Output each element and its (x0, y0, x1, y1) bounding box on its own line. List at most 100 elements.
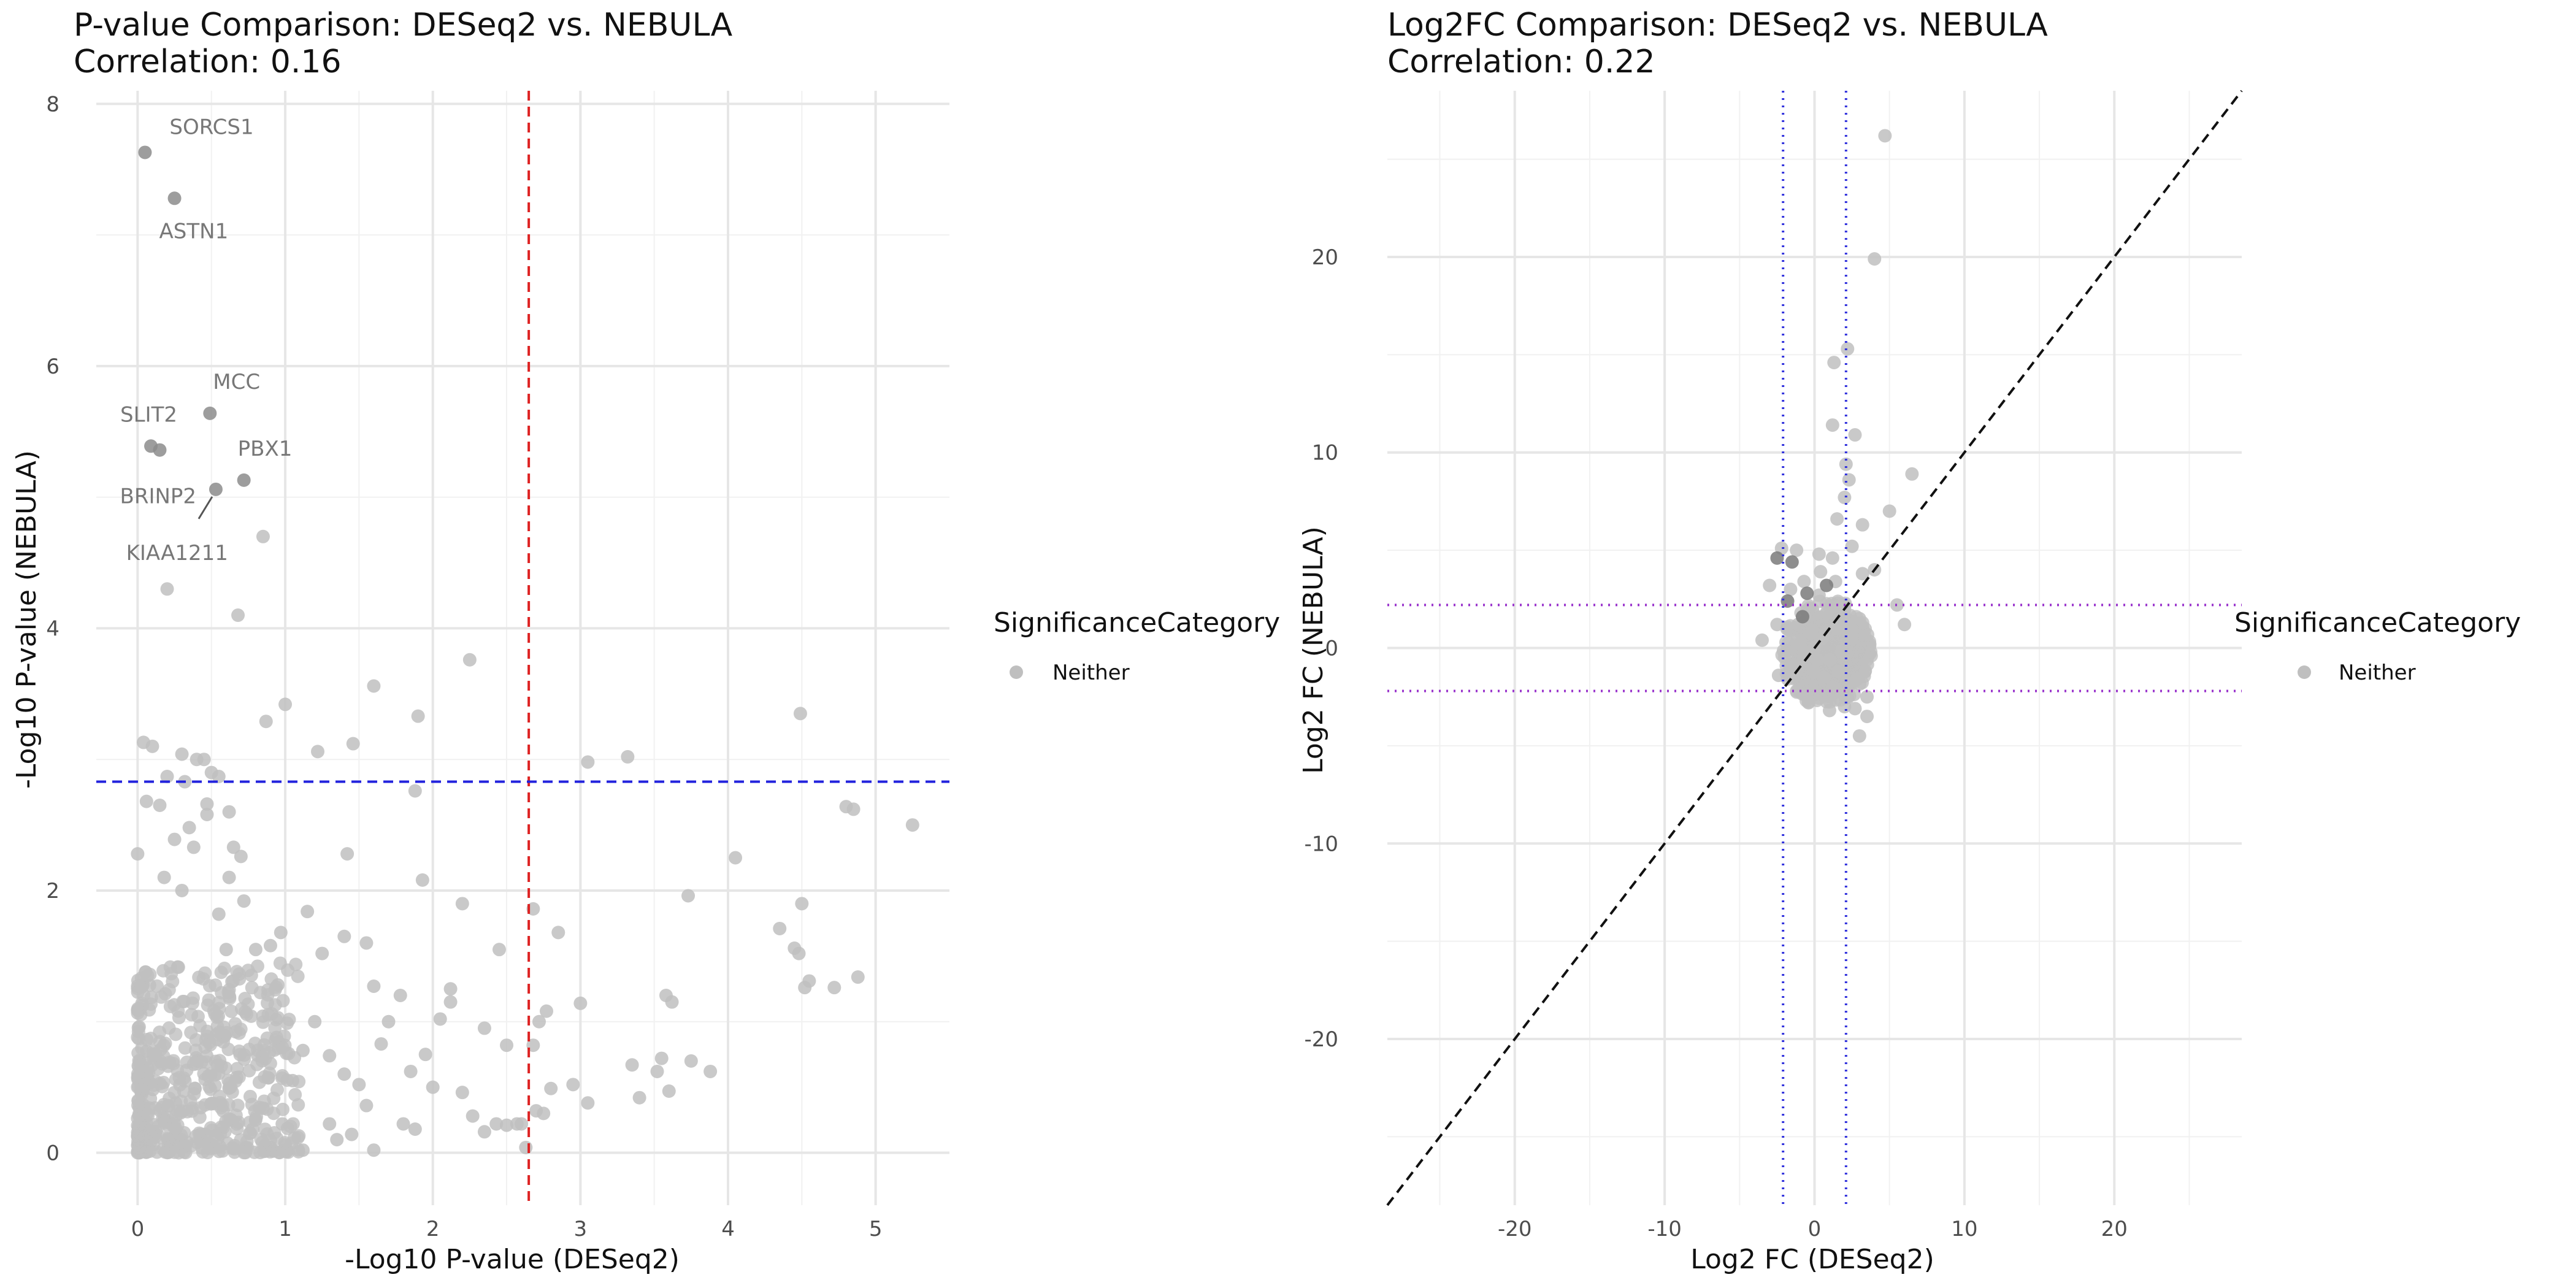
panel2-data-point (1842, 473, 1856, 487)
panel1-data-point (132, 1070, 147, 1084)
panel1-data-point (257, 1094, 271, 1108)
panel2-x-axis-label: Log2 FC (DESeq2) (1690, 1244, 1934, 1275)
panel1-tick-labels: 0 1 2 3 4 5 0 2 4 6 8 (46, 92, 882, 1241)
panel1-data-point (157, 1038, 171, 1052)
panel1-data-point (221, 1042, 236, 1056)
panel1-data-point (411, 709, 425, 723)
panel1-data-point (269, 980, 283, 994)
panel1-data-point (212, 769, 226, 783)
panel1-data-point (500, 1118, 514, 1132)
panel2-data-point (1781, 620, 1795, 634)
panel1-data-point (773, 921, 787, 935)
panel2-data-point (1882, 504, 1896, 518)
panel2-data-point (1770, 618, 1784, 632)
panel1-data-point (654, 1051, 669, 1065)
panel1-data-point (681, 889, 696, 903)
panel1-title: P-value Comparison: DESeq2 vs. NEBULA (74, 7, 733, 44)
panel1-data-point (466, 1109, 480, 1123)
panel1-data-point (462, 653, 477, 667)
panel2-x-tick-label: 0 (1808, 1217, 1822, 1241)
panel1-data-point (268, 998, 282, 1012)
panel1-data-point (219, 943, 233, 957)
panel2-data-point (1848, 702, 1862, 716)
panel1-data-point (142, 1003, 156, 1017)
panel1-data-point (415, 873, 429, 887)
panel2-data-point (1822, 703, 1836, 718)
panel2-data-point (1847, 644, 1861, 658)
panel2-x-tick-label: -20 (1498, 1217, 1532, 1241)
panel2-data-point (1812, 588, 1826, 602)
panel2-data-point (1784, 582, 1798, 596)
panel2-data-point (1855, 518, 1869, 532)
panel1-data-point (443, 982, 458, 996)
panel1-data-point (252, 1075, 266, 1089)
panel1-data-point (267, 1106, 281, 1121)
panel1-data-point (197, 753, 211, 767)
panel1-data-point (581, 1096, 595, 1110)
panel1-gene-label: PBX1 (238, 437, 293, 461)
panel1-data-point (161, 1098, 175, 1113)
panel1-gene-label: SLIT2 (120, 402, 177, 427)
panel1-data-point (337, 929, 351, 943)
panel1-data-point (222, 805, 236, 819)
panel1-data-point (515, 1117, 529, 1131)
panel2-y-tick-label: -10 (1304, 832, 1338, 856)
panel1-data-point (204, 1121, 218, 1135)
panel1-data-point (259, 715, 273, 729)
panel1-data-point (166, 975, 180, 989)
panel1-data-point (196, 1145, 210, 1159)
panel1-data-point (566, 1078, 580, 1092)
panel1-data-point (212, 907, 226, 921)
panel1-data-point (662, 1084, 676, 1098)
panel1-data-point (278, 1136, 292, 1150)
panel1-data-point (180, 1064, 194, 1078)
panel1-data-point (792, 946, 806, 960)
panel1-data-point (148, 1048, 163, 1062)
panel1-data-point (352, 1078, 366, 1092)
panel1-data-point (729, 851, 743, 865)
panel1-data-point (477, 1021, 491, 1035)
panel1-data-point (160, 582, 174, 596)
panel2-highlighted-point (1770, 551, 1784, 565)
panel1-data-point (315, 946, 329, 960)
panel1-data-point (226, 840, 240, 854)
panel2-data-point (1848, 428, 1862, 442)
panel1-data-point (581, 755, 595, 769)
panel1-y-axis-label: -Log10 P-value (NEBULA) (11, 450, 42, 789)
panel1-data-point (346, 737, 360, 751)
panel1-data-point (225, 975, 239, 989)
panel1-data-point (169, 1108, 183, 1122)
panel1-data-point (253, 986, 267, 1000)
panel1-data-point (274, 926, 288, 940)
panel1-data-point (291, 1098, 305, 1112)
panel2-legend: SignificanceCategory Neither (2234, 607, 2521, 685)
panel2-data-point (1817, 670, 1831, 684)
panel2-data-point (1852, 729, 1866, 743)
panel1-data-point (146, 1083, 160, 1097)
panel1-legend-item: Neither (1052, 661, 1130, 685)
panel2-data-point (1855, 567, 1869, 581)
panel2-legend-key (2298, 665, 2311, 679)
panel1-data-point (310, 745, 324, 759)
panel1-data-point (544, 1081, 558, 1095)
panel1-gene-label: SORCS1 (169, 115, 253, 139)
panel1-data-point (201, 1069, 215, 1083)
panel2-data-point (1812, 547, 1826, 561)
panel1-data-point (134, 980, 148, 994)
panel2-data-point (1827, 356, 1841, 370)
panel1-data-point (337, 1067, 351, 1081)
panel1-highlighted-point (203, 406, 217, 420)
panel1-data-point (250, 1110, 264, 1124)
panel1-data-point (396, 1117, 410, 1131)
panel2-y-tick-label: 0 (1325, 637, 1338, 661)
panel1-data-point (288, 1087, 302, 1102)
panel2-points (1755, 129, 1919, 743)
panel2-reference-lines (1386, 90, 2243, 1206)
panel1-data-point (204, 1083, 218, 1097)
panel1-data-point (367, 679, 381, 693)
panel1-data-point (225, 1141, 239, 1155)
panel1-data-point (359, 1098, 374, 1113)
panel1-data-point (200, 797, 214, 811)
panel2-highlighted-point (1785, 555, 1799, 569)
panel2-data-point (1790, 543, 1804, 558)
